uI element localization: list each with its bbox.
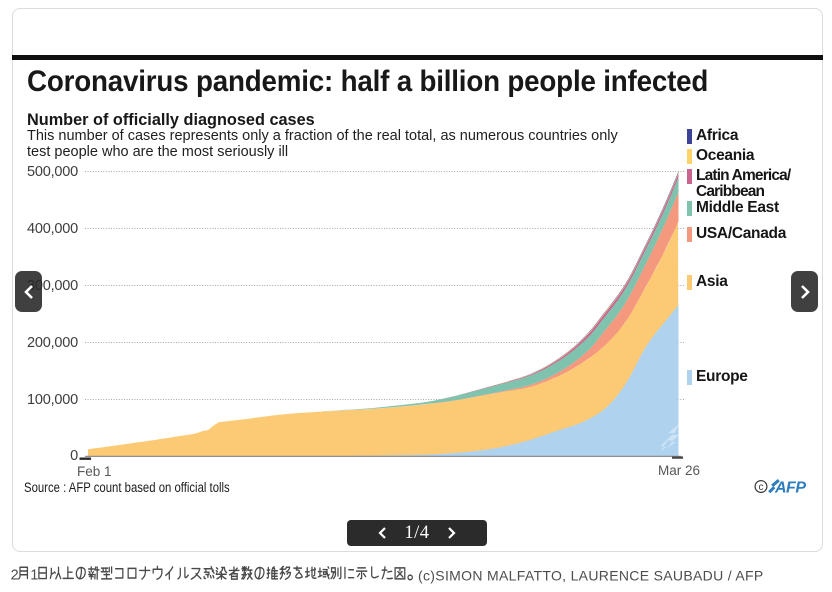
svg-text:AFP: AFP [774, 480, 806, 497]
svg-text:2: 2 [11, 567, 19, 583]
svg-text:1: 1 [30, 567, 38, 583]
svg-text:(c)SIMON MALFATTO, LAURENCE SA: (c)SIMON MALFATTO, LAURENCE SAUBADU / AF… [418, 568, 764, 584]
svg-text:c: c [759, 482, 764, 493]
